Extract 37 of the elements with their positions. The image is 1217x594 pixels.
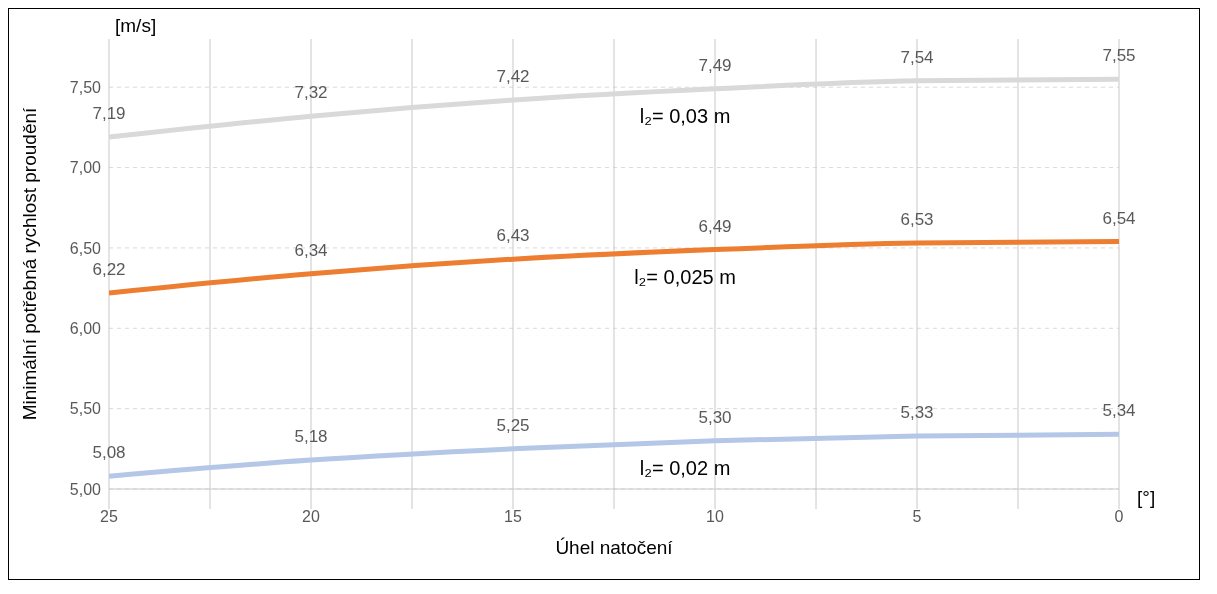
series-label: l₂= 0,03 m [639,104,731,127]
x-tick-label: 20 [302,508,320,526]
x-axis-title: Úhel natočení [555,537,674,558]
data-label: 6,53 [900,210,934,230]
data-label: 5,08 [92,443,126,463]
x-tick-label: 15 [504,508,522,526]
data-label: 6,43 [496,226,530,246]
data-label: 5,30 [698,407,732,427]
data-label: 7,49 [698,55,732,75]
data-label: 7,19 [92,104,126,124]
data-label: 5,34 [1102,401,1136,421]
series-label: l₂= 0,02 m [639,456,731,479]
data-label: 5,33 [900,402,934,422]
data-label: 5,18 [294,427,328,447]
y-axis-title: Minimální potřebná rychlost proudění [18,106,40,421]
y-tick-label: 5,50 [69,400,102,418]
data-label: 6,54 [1102,208,1136,228]
y-tick-label: 7,50 [69,78,102,96]
text: [°] [1137,487,1156,509]
x-tick-label: 0 [1114,508,1124,526]
data-label: 7,54 [900,47,934,67]
y-tick-label: 7,00 [69,159,102,177]
data-label: 7,55 [1102,46,1136,66]
x-tick-label: 25 [100,508,118,526]
data-label: 7,42 [496,67,530,87]
data-label: 6,34 [294,240,328,260]
data-label: 6,49 [698,216,732,236]
text: [m/s] [115,15,157,37]
data-label: 7,32 [294,83,328,103]
data-label: 5,25 [496,415,530,435]
data-label: 6,22 [92,259,126,279]
y-tick-label: 6,50 [69,239,102,257]
y-tick-label: 6,00 [69,319,102,337]
x-tick-label: 10 [706,508,724,526]
series-label: l₂= 0,025 m [634,265,736,288]
y-tick-label: 5,00 [69,480,102,498]
x-tick-label: 5 [912,508,922,526]
